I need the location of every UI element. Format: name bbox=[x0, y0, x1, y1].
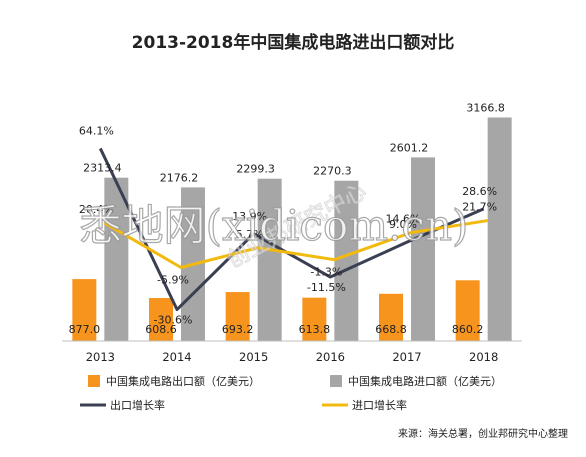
legend-swatch-0 bbox=[88, 375, 100, 387]
legend-label-2: 出口增长率 bbox=[110, 398, 165, 412]
import-growth-line bbox=[103, 219, 488, 269]
x-tick-2016: 2016 bbox=[316, 350, 345, 364]
watermark-text: 悉地网(xidicom.cn) bbox=[80, 201, 469, 250]
chart-title: 2013-2018年中国集成电路进出口额对比 bbox=[132, 32, 455, 53]
legend: 中国集成电路出口额（亿美元） 中国集成电路进口额（亿美元） 出口增长率 进口增长率 bbox=[80, 374, 502, 412]
export-bar-2013 bbox=[72, 279, 97, 341]
export-bar-2014 bbox=[149, 298, 173, 341]
export-growth-label-2013: 64.1% bbox=[79, 124, 114, 137]
x-tick-2018: 2018 bbox=[469, 350, 498, 364]
import-growth-label-2018: 21.7% bbox=[462, 201, 497, 214]
export-bar-2016 bbox=[302, 297, 327, 341]
import-growth-label-2013: 20.4% bbox=[79, 203, 114, 216]
export-bar-2015 bbox=[225, 292, 250, 341]
source-note: 来源：海关总署，创业邦研究中心整理 bbox=[398, 427, 568, 440]
bars bbox=[72, 117, 512, 341]
export-growth-label-2014: -30.6% bbox=[154, 314, 193, 327]
x-tick-2014: 2014 bbox=[162, 350, 191, 364]
import-growth-label-2016: -1.3% bbox=[310, 266, 342, 279]
import-value-label-2014: 2176.2 bbox=[160, 171, 199, 184]
export-value-label-2015: 693.2 bbox=[222, 323, 254, 336]
import-bar-2013 bbox=[104, 177, 129, 341]
x-tick-2013: 2013 bbox=[86, 350, 115, 364]
import-value-label-2016: 2270.3 bbox=[313, 165, 352, 178]
export-growth-line bbox=[98, 147, 485, 312]
export-growth-label-2015: 13.9% bbox=[232, 210, 267, 223]
import-growth-label-2017: 14.6% bbox=[386, 213, 421, 226]
export-value-label-2013: 877.0 bbox=[69, 323, 101, 336]
export-growth-label-2017: 9.0% bbox=[389, 218, 417, 231]
export-growth-label-2018: 28.6% bbox=[462, 185, 497, 198]
import-value-label-2017: 2601.2 bbox=[390, 141, 429, 154]
data-labels: 877.0 608.6 693.2 613.8 668.8 860.2 2313.4 2176… bbox=[69, 101, 505, 336]
legend-label-0: 中国集成电路出口额（亿美元） bbox=[106, 374, 260, 388]
export-value-label-2017: 668.8 bbox=[375, 323, 407, 336]
import-growth-label-2015: 5.7% bbox=[236, 228, 264, 241]
export-value-label-2016: 613.8 bbox=[299, 323, 331, 336]
import-value-label-2015: 2299.3 bbox=[236, 163, 275, 176]
x-tick-2017: 2017 bbox=[392, 350, 421, 364]
x-tick-2015: 2015 bbox=[239, 350, 268, 364]
x-ticks: 2013 2014 2015 2016 2017 2018 bbox=[86, 350, 499, 364]
legend-swatch-1 bbox=[330, 375, 342, 387]
import-growth-label-2014: -5.9% bbox=[157, 273, 189, 286]
export-growth-label-2016: -11.5% bbox=[307, 281, 346, 294]
import-bar-2016 bbox=[334, 180, 359, 341]
import-value-label-2013: 2313.4 bbox=[83, 162, 122, 175]
import-bar-2017 bbox=[411, 157, 435, 341]
rate-lines bbox=[98, 147, 488, 312]
import-bar-2015 bbox=[257, 178, 282, 341]
export-bar-2017 bbox=[379, 293, 403, 341]
export-bar-2018 bbox=[455, 280, 480, 341]
export-value-label-2018: 860.2 bbox=[452, 323, 484, 336]
import-value-label-2018: 3166.8 bbox=[466, 101, 505, 114]
import-bar-2018 bbox=[487, 117, 512, 341]
legend-label-3: 进口增长率 bbox=[352, 398, 407, 412]
export-value-label-2014: 608.6 bbox=[145, 323, 177, 336]
legend-label-1: 中国集成电路进口额（亿美元） bbox=[348, 374, 502, 388]
